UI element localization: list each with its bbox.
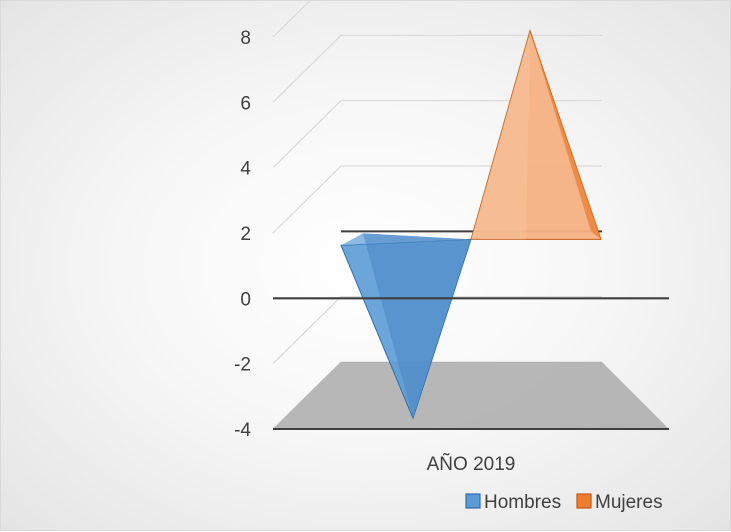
floor-plane <box>273 362 669 429</box>
gridline-side <box>272 1 311 38</box>
y-tick-label: 6 <box>240 93 251 114</box>
legend-label-mujeres: Mujeres <box>595 492 663 513</box>
legend-swatch-hombres <box>465 493 481 509</box>
hombres-pyramid-side <box>363 233 471 419</box>
y-tick-label: -2 <box>234 355 251 376</box>
gridline-side <box>272 100 342 169</box>
gridline-side <box>272 296 342 365</box>
y-tick-label: 2 <box>240 224 251 245</box>
y-tick-label: 8 <box>240 28 251 49</box>
legend-label-hombres: Hombres <box>484 492 561 513</box>
mujeres-pyramid-side <box>530 30 601 240</box>
legend-swatch-mujeres <box>576 493 592 509</box>
gridline-side <box>272 165 342 234</box>
y-tick-label: 4 <box>240 159 251 180</box>
mujeres-pyramid-highlight <box>471 30 530 240</box>
gridline-side <box>272 34 342 103</box>
x-category-label: AÑO 2019 <box>427 453 516 475</box>
y-tick-label: -4 <box>234 420 251 441</box>
y-tick-label: 0 <box>240 289 251 310</box>
